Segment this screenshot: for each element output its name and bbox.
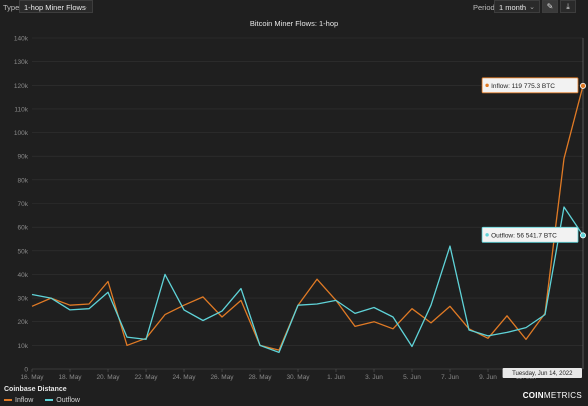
chart-title: Bitcoin Miner Flows: 1-hop (249, 19, 339, 28)
outflow-point (580, 232, 587, 239)
inflow-tooltip-text: Inflow: 119 775.3 BTC (491, 83, 555, 90)
type-select[interactable]: 1-hop Miner Flows ⌄ (19, 0, 93, 13)
x-tick-label: 5. Jun (403, 374, 421, 381)
period-label: Period (473, 3, 495, 12)
x-tick-label: 26. May (210, 374, 234, 381)
y-tick-label: 140k (14, 36, 29, 43)
chevron-down-icon: ⌄ (529, 4, 535, 11)
download-button[interactable]: ⤓ (560, 0, 576, 13)
inflow-point (580, 82, 587, 89)
crosshair-date-box (502, 368, 582, 378)
x-tick-label: 20. May (96, 374, 120, 381)
outflow-tooltip-dot (485, 233, 489, 237)
legend-label: Inflow (15, 397, 34, 404)
legend-item-inflow[interactable]: Inflow (4, 397, 33, 404)
inflow-swatch (4, 399, 12, 402)
y-tick-label: 60k (18, 225, 29, 232)
y-tick-label: 80k (18, 177, 29, 184)
legend-label: Outflow (56, 397, 80, 404)
x-tick-label: 30. May (286, 374, 310, 381)
eyedropper-icon: ✎ (546, 2, 554, 11)
inflow-tooltip-box (481, 77, 579, 94)
y-tick-label: 50k (18, 248, 29, 255)
legend: Inflow Outflow (4, 397, 90, 404)
y-tick-label: 20k (18, 319, 29, 326)
y-tick-label: 100k (14, 130, 29, 137)
x-tick-label: 7. Jun (441, 374, 459, 381)
y-tick-label: 0 (24, 367, 28, 374)
type-label: Type: (3, 3, 22, 12)
x-tick-label: 24. May (172, 374, 196, 381)
outflow-line (31, 206, 584, 354)
x-tick-label: 18. May (58, 374, 82, 381)
y-tick-label: 30k (18, 296, 29, 303)
brand-bold: COIN (522, 391, 544, 400)
x-tick-label: 9. Jun (479, 374, 497, 381)
y-tick-label: 110k (14, 106, 28, 113)
chevron-down-icon: ⌄ (82, 4, 88, 11)
x-tick-label: 22. May (134, 374, 158, 381)
y-tick-label: 10k (18, 343, 29, 350)
y-tick-label: 130k (14, 59, 29, 66)
y-tick-label: 120k (14, 83, 29, 90)
x-tick-label: 28. May (248, 374, 272, 381)
brand-logo: COINMETRICS (523, 391, 582, 400)
outflow-tooltip-box (481, 226, 579, 243)
legend-title: Coinbase Distance (4, 386, 67, 393)
inflow-line (31, 85, 584, 351)
x-tick-label: 16. May (20, 374, 44, 381)
period-select-value: 1 month (499, 3, 527, 12)
eyedropper-button[interactable]: ✎ (542, 0, 558, 13)
legend-item-outflow[interactable]: Outflow (45, 397, 80, 404)
y-tick-label: 90k (18, 154, 29, 161)
type-select-value: 1-hop Miner Flows (24, 3, 86, 12)
download-icon: ⤓ (566, 2, 570, 11)
y-tick-label: 40k (18, 272, 29, 279)
x-tick-label: 3. Jun (365, 374, 383, 381)
x-tick-label: 1. Jun (327, 374, 345, 381)
outflow-tooltip-text: Outflow: 56 541.7 BTC (491, 232, 557, 239)
toolbar: Type: 1-hop Miner Flows ⌄ Period 1 month… (0, 0, 588, 14)
crosshair-date-label: Tuesday, Jun 14, 2022 (512, 371, 573, 377)
brand-rest: METRICS (543, 391, 582, 400)
period-select[interactable]: 1 month ⌄ (494, 0, 540, 13)
y-tick-label: 70k (18, 201, 29, 208)
inflow-tooltip-dot (485, 83, 489, 88)
outflow-swatch (45, 399, 54, 402)
